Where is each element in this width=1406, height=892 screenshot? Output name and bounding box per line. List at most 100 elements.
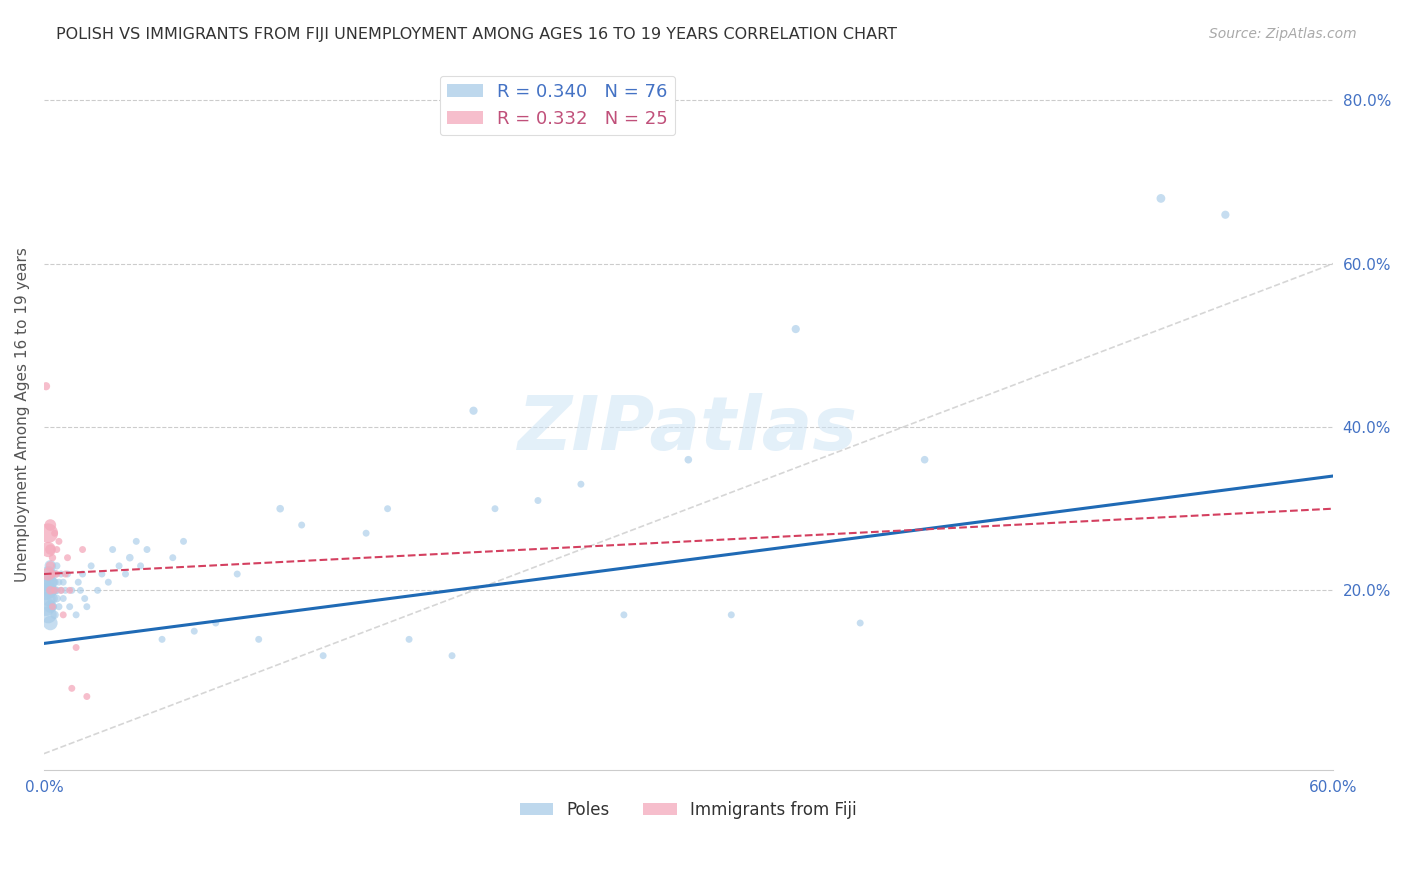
Point xyxy=(72,567,94,582)
Point xyxy=(39,542,62,557)
Point xyxy=(39,575,62,590)
Point xyxy=(39,558,62,573)
Point xyxy=(41,575,63,590)
Point xyxy=(1150,191,1173,205)
Point xyxy=(53,567,76,582)
Point xyxy=(56,550,79,565)
Point xyxy=(39,615,62,630)
Point xyxy=(114,567,136,582)
Point xyxy=(39,558,62,573)
Point xyxy=(678,452,700,467)
Point xyxy=(44,526,66,541)
Point xyxy=(45,567,67,582)
Point xyxy=(247,632,270,647)
Point xyxy=(849,615,872,630)
Point xyxy=(37,591,59,606)
Point xyxy=(48,575,70,590)
Point xyxy=(45,591,67,606)
Point xyxy=(69,583,91,598)
Point xyxy=(60,583,83,598)
Point xyxy=(48,534,70,549)
Point xyxy=(41,550,63,565)
Point xyxy=(37,607,59,622)
Point xyxy=(52,607,75,622)
Point xyxy=(76,690,98,704)
Point xyxy=(39,583,62,598)
Point xyxy=(183,624,205,639)
Point xyxy=(49,567,72,582)
Point xyxy=(720,607,742,622)
Point xyxy=(72,542,94,557)
Point xyxy=(613,607,636,622)
Point xyxy=(97,575,120,590)
Point xyxy=(44,607,66,622)
Point xyxy=(37,567,59,582)
Point xyxy=(37,583,59,598)
Point xyxy=(37,526,59,541)
Point xyxy=(312,648,335,663)
Point xyxy=(73,591,96,606)
Point xyxy=(45,542,67,557)
Point xyxy=(569,477,592,491)
Point xyxy=(41,583,63,598)
Point xyxy=(52,591,75,606)
Point xyxy=(173,534,195,549)
Y-axis label: Unemployment Among Ages 16 to 19 years: Unemployment Among Ages 16 to 19 years xyxy=(15,247,30,582)
Point xyxy=(44,575,66,590)
Point xyxy=(90,567,112,582)
Point xyxy=(44,567,66,582)
Point xyxy=(441,648,464,663)
Point xyxy=(49,583,72,598)
Point xyxy=(527,493,550,508)
Point xyxy=(162,550,184,565)
Point xyxy=(204,615,226,630)
Point xyxy=(41,599,63,614)
Point xyxy=(48,599,70,614)
Point xyxy=(59,599,82,614)
Point xyxy=(60,681,83,696)
Point xyxy=(136,542,159,557)
Point xyxy=(41,567,63,582)
Legend: Poles, Immigrants from Fiji: Poles, Immigrants from Fiji xyxy=(513,794,863,826)
Point xyxy=(65,607,87,622)
Point xyxy=(226,567,249,582)
Point xyxy=(35,583,58,598)
Point xyxy=(914,452,936,467)
Point xyxy=(269,501,291,516)
Point xyxy=(463,403,485,417)
Point xyxy=(86,583,108,598)
Point xyxy=(35,379,58,393)
Point xyxy=(39,599,62,614)
Point xyxy=(76,599,98,614)
Point xyxy=(35,575,58,590)
Point xyxy=(59,583,82,598)
Text: Source: ZipAtlas.com: Source: ZipAtlas.com xyxy=(1209,27,1357,41)
Point xyxy=(45,558,67,573)
Point xyxy=(41,591,63,606)
Point xyxy=(354,526,377,541)
Point xyxy=(39,583,62,598)
Point xyxy=(101,542,124,557)
Point xyxy=(125,534,148,549)
Point xyxy=(377,501,399,516)
Point xyxy=(80,558,103,573)
Point xyxy=(785,322,807,336)
Point xyxy=(291,518,314,533)
Text: POLISH VS IMMIGRANTS FROM FIJI UNEMPLOYMENT AMONG AGES 16 TO 19 YEARS CORRELATIO: POLISH VS IMMIGRANTS FROM FIJI UNEMPLOYM… xyxy=(56,27,897,42)
Point xyxy=(45,583,67,598)
Point xyxy=(39,518,62,533)
Point xyxy=(53,583,76,598)
Point xyxy=(398,632,420,647)
Point xyxy=(118,550,141,565)
Point xyxy=(35,599,58,614)
Point xyxy=(56,567,79,582)
Text: ZIPatlas: ZIPatlas xyxy=(519,392,858,466)
Point xyxy=(52,575,75,590)
Point xyxy=(1215,208,1237,222)
Point xyxy=(44,583,66,598)
Point xyxy=(44,583,66,598)
Point xyxy=(129,558,152,573)
Point xyxy=(150,632,173,647)
Point xyxy=(37,567,59,582)
Point xyxy=(65,640,87,655)
